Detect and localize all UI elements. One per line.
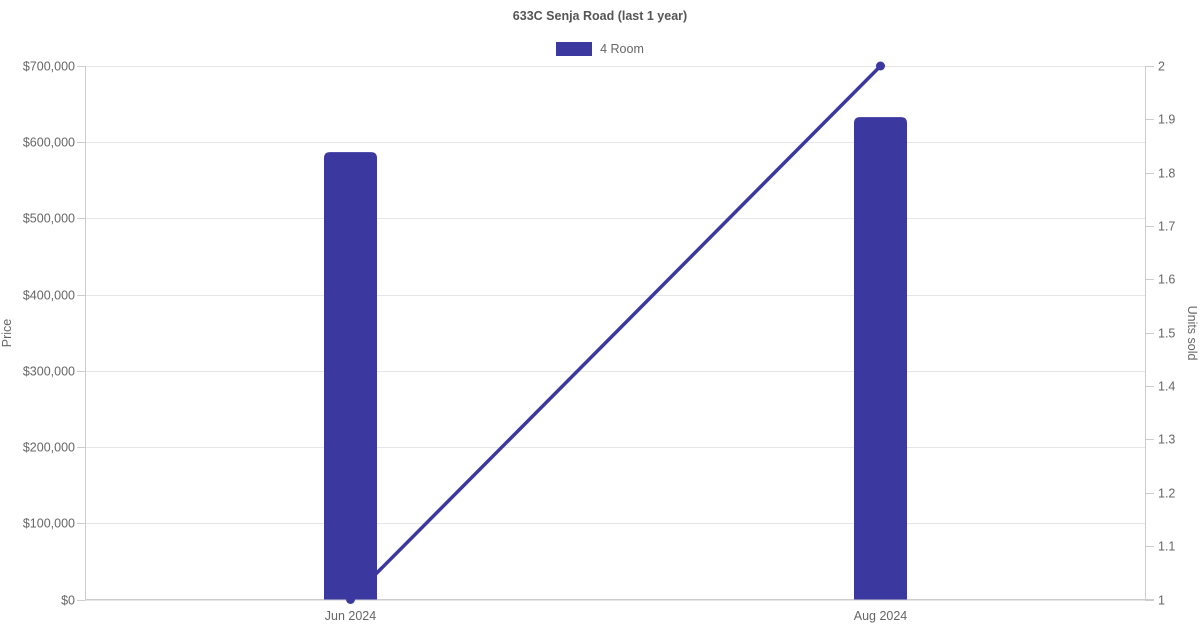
y-axis-right-tick-label: 1.2 [1158, 487, 1175, 501]
legend-swatch [556, 42, 593, 56]
y-axis-left-tick-label: $0 [61, 594, 75, 608]
units-sold-point-aug-2024[interactable] [876, 61, 885, 71]
x-axis-category-label: Aug 2024 [854, 609, 908, 623]
price-bar-jun-2024[interactable] [324, 152, 377, 600]
chart-title: 633C Senja Road (last 1 year) [512, 9, 688, 23]
units-sold-point-jun-2024[interactable] [346, 595, 355, 604]
legend-label: 4 Room [600, 42, 644, 56]
y-axis-right-tick-label: 1.4 [1158, 380, 1175, 394]
y-axis-right-tick-label: 1.5 [1158, 327, 1175, 341]
legend-item-4-room[interactable]: 4 Room [556, 42, 644, 56]
y-axis-left-tick-label: $100,000 [23, 517, 75, 531]
y-axis-left-tick-label: $700,000 [23, 60, 75, 74]
y-axis-right-tick-label: 2 [1158, 60, 1165, 74]
price-bar-aug-2024[interactable] [854, 117, 907, 600]
x-axis-category-label: Jun 2024 [325, 609, 376, 623]
y-axis-right-tick-label: 1.6 [1158, 273, 1175, 287]
y-axis-right-tick-label: 1.8 [1158, 167, 1175, 181]
y-axis-left-tick-label: $200,000 [23, 441, 75, 455]
y-axis-right-title: Units sold [1185, 306, 1199, 361]
y-axis-right-tick-label: 1 [1158, 594, 1165, 608]
y-axis-right-tick-label: 1.1 [1158, 540, 1175, 554]
y-axis-right-tick-label: 1.9 [1158, 113, 1175, 127]
y-axis-left-tick-label: $300,000 [23, 365, 75, 379]
y-axis-right-tick-label: 1.7 [1158, 220, 1175, 234]
y-axis-left-tick-label: $400,000 [23, 289, 75, 303]
legend: 4 Room [0, 42, 1200, 56]
y-axis-left-tick-label: $500,000 [23, 212, 75, 226]
y-axis-left-title: Price [0, 319, 14, 348]
units-sold-line[interactable] [348, 64, 883, 602]
y-axis-left-tick-label: $600,000 [23, 136, 75, 150]
y-axis-right-tick-label: 1.3 [1158, 433, 1175, 447]
